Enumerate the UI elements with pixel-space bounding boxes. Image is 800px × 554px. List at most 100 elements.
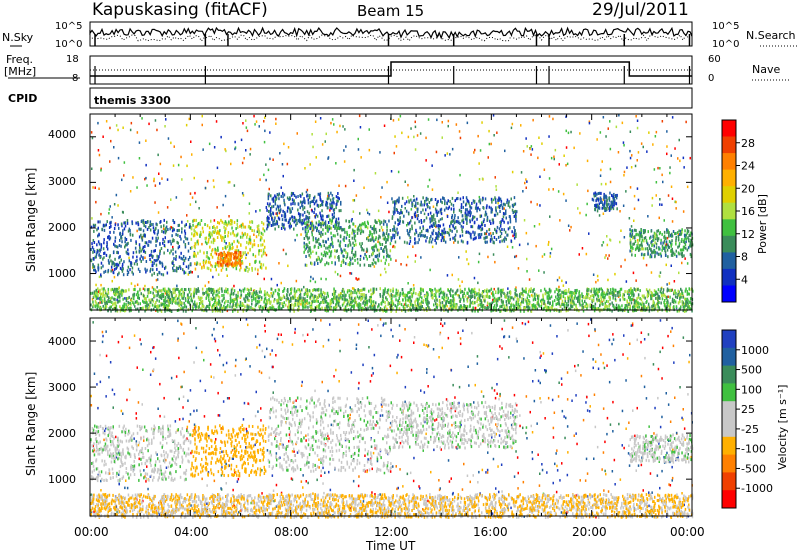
power-region-1-pt (251, 220, 253, 224)
power-region-7-pt (665, 240, 668, 244)
power-region-0-pt (167, 248, 169, 252)
power-noise-pt (530, 200, 532, 204)
power-noise-pt (191, 196, 194, 199)
power-noise-pt (161, 177, 163, 180)
power-region-1-pt (217, 246, 219, 250)
power-region-4-pt (339, 244, 341, 248)
power-noise-pt (407, 135, 410, 139)
power-region-0-pt (129, 229, 131, 232)
power-noise-pt (249, 153, 251, 156)
power-region-0-pt (167, 228, 169, 231)
power-noise-pt (515, 286, 517, 289)
power-region-8-pt (382, 300, 385, 304)
power-region-5-pt (513, 196, 516, 200)
power-region-8-pt (598, 290, 600, 293)
power-region-1-pt (195, 254, 197, 258)
power-noise-pt (552, 188, 554, 191)
power-region-8-pt (503, 291, 505, 295)
power-region-4-pt (373, 231, 375, 235)
power-region-1-pt (224, 222, 227, 226)
power-noise-pt (446, 274, 449, 277)
power-region-1-pt (239, 268, 241, 272)
power-noise-pt (635, 115, 637, 118)
power-noise-pt (309, 163, 311, 166)
power-region-1-pt (233, 233, 236, 237)
power-region-3-pt (294, 219, 296, 223)
power-noise-pt (170, 226, 173, 229)
xtick-0: 00:00 (74, 525, 109, 539)
freq-trace (90, 61, 692, 77)
power-region-1-pt (242, 223, 244, 227)
power-region-7-pt (655, 237, 657, 241)
power-region-5-pt (392, 211, 395, 215)
power-noise-pt (245, 119, 247, 122)
power-region-6-pt (597, 192, 600, 195)
power-noise-pt (646, 150, 648, 153)
power-region-5-pt (479, 208, 481, 212)
power-region-4-pt (384, 220, 387, 224)
power-region-5-pt (490, 234, 493, 238)
power-region-0-pt (97, 266, 99, 270)
power-region-7-pt (655, 242, 658, 246)
power-region-3-pt (314, 195, 316, 199)
power-region-0-pt (149, 269, 151, 273)
power-region-8-pt (505, 300, 508, 304)
power-region-8-pt (303, 293, 306, 296)
power-noise-pt (520, 171, 523, 174)
power-region-4-pt (367, 222, 369, 226)
power-noise-pt (212, 179, 215, 182)
power-region-5-pt (402, 220, 404, 224)
power-region-5-pt (506, 198, 509, 202)
power-noise-pt (123, 174, 125, 177)
power-noise-pt (629, 156, 632, 160)
power-noise-pt (599, 174, 602, 177)
power-region-8-pt (477, 309, 479, 313)
power-region-3-pt (294, 202, 296, 206)
power-region-3-pt (321, 209, 323, 213)
power-region-8-pt (629, 306, 631, 310)
power-region-4-pt (321, 257, 323, 261)
power-noise-pt (405, 263, 408, 267)
power-noise-pt (432, 205, 435, 208)
power-region-8-pt (354, 291, 356, 294)
power-region-8-pt (402, 291, 404, 295)
power-region-3-pt (270, 214, 272, 217)
power-region-5-pt (503, 220, 505, 224)
power-region-0-pt (153, 230, 155, 234)
power-region-3-pt (281, 218, 284, 222)
power-noise-pt (138, 157, 141, 160)
power-region-3-pt (316, 203, 319, 207)
power-region-5-pt (462, 225, 464, 229)
power-region-3-pt (280, 208, 282, 212)
power-region-8-pt (359, 303, 361, 307)
power-region-4-pt (379, 235, 381, 239)
power-region-4-pt (316, 229, 318, 233)
power-region-8-pt (283, 295, 286, 299)
power-noise-pt (393, 151, 395, 155)
power-region-8-pt (549, 306, 551, 310)
power-region-5-pt (515, 219, 517, 223)
power-region-0-pt (187, 258, 190, 262)
power-region-1-pt (258, 249, 260, 253)
power-region-5-pt (423, 219, 425, 223)
power-region-7-pt (671, 253, 674, 257)
power-region-7-pt (679, 248, 682, 252)
power-region-3-pt (319, 204, 322, 207)
power-noise-pt (412, 284, 415, 287)
power-region-4-pt (351, 248, 353, 252)
power-region-8-pt (400, 303, 403, 307)
power-region-5-pt (419, 232, 421, 235)
power-region-4-pt (315, 240, 317, 244)
power-region-4-pt (305, 246, 308, 250)
power-region-3-pt (331, 201, 333, 205)
power-region-8-pt (599, 300, 601, 304)
power-region-4-pt (336, 249, 338, 253)
power-noise-pt (98, 290, 100, 294)
power-region-5-pt (427, 212, 430, 216)
power-region-8-pt (188, 301, 190, 305)
power-region-5-pt (414, 204, 417, 208)
power-region-8-pt (144, 288, 146, 292)
power-region-8-pt (104, 299, 106, 303)
power-noise-pt (481, 177, 484, 180)
power-noise-pt (144, 177, 146, 181)
